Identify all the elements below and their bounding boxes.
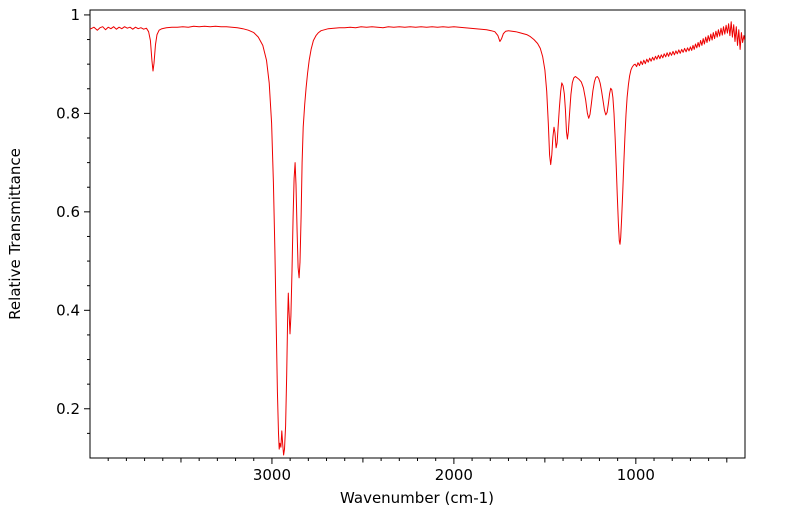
y-tick-label: 0.6 (56, 203, 80, 221)
y-tick-label: 0.8 (56, 104, 80, 122)
x-axis-label: Wavenumber (cm-1) (340, 489, 494, 507)
x-tick-label: 1000 (617, 466, 655, 484)
x-tick-label: 3000 (253, 466, 291, 484)
spectrum-line (89, 21, 746, 456)
y-tick-label: 0.2 (56, 400, 80, 418)
plot-frame (89, 9, 746, 459)
y-tick-label: 1 (70, 6, 80, 24)
x-tick-label: 2000 (435, 466, 473, 484)
y-tick-label: 0.4 (56, 301, 80, 319)
series-layer (89, 21, 746, 456)
y-axis-label: Relative Transmittance (6, 148, 24, 320)
axis-ticks: 3000 2000 1000 0.2 0.4 0.6 0.8 1 (56, 6, 728, 484)
